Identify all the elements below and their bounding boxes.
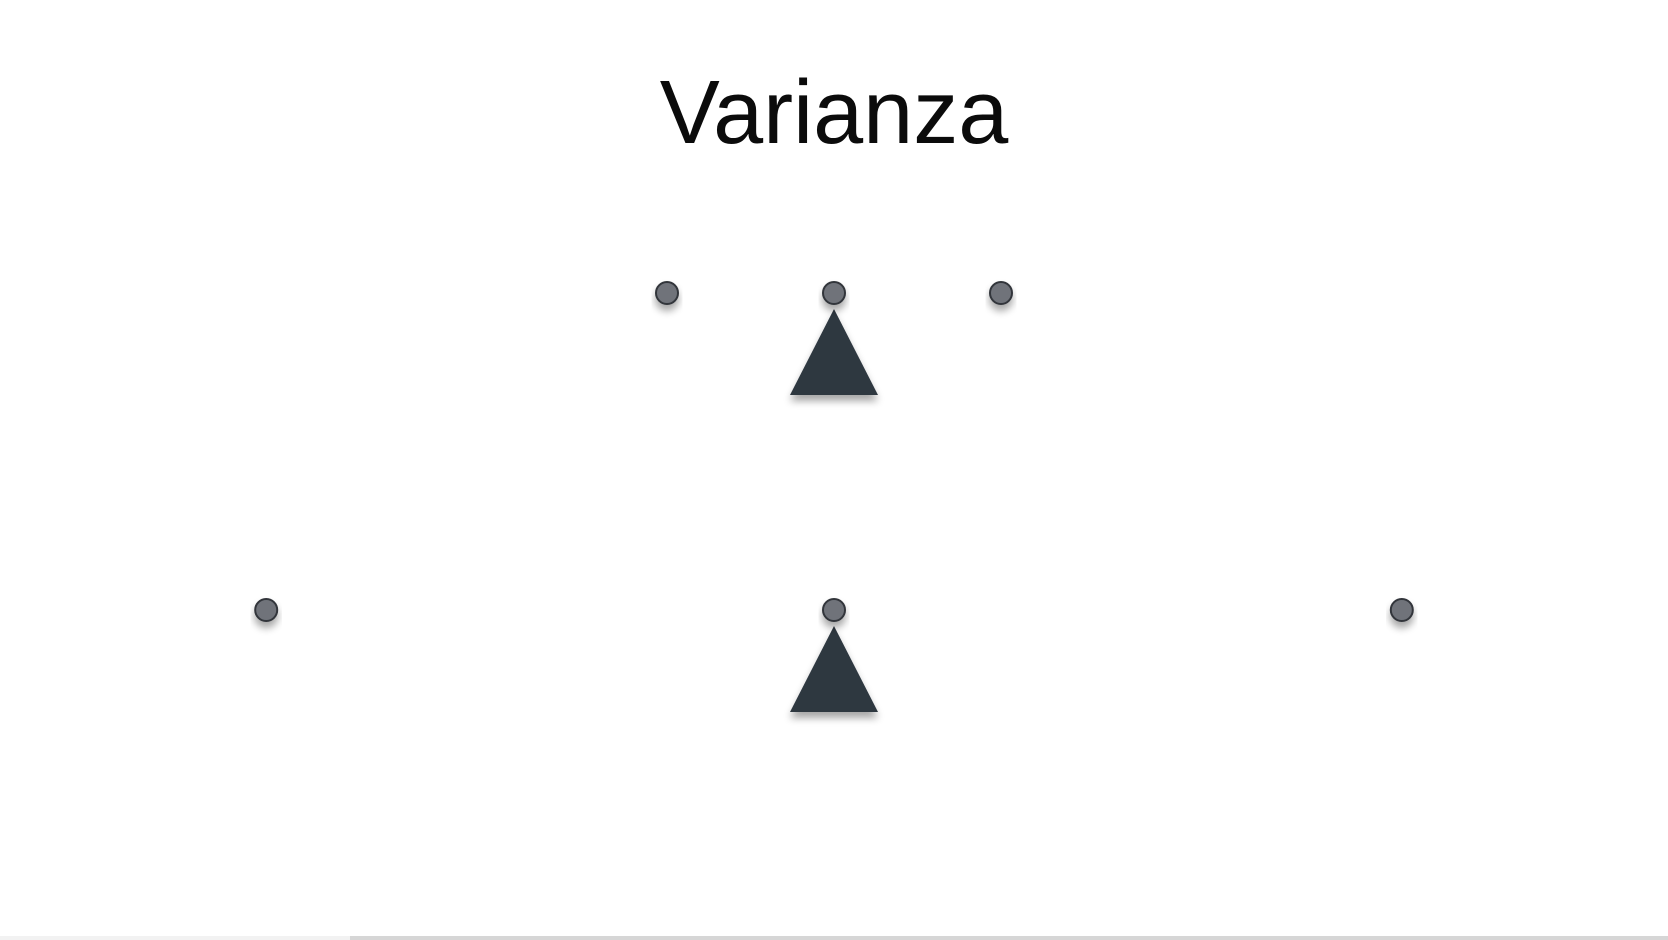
fulcrum-triangle: [790, 309, 878, 395]
progress-bar: [0, 936, 1668, 940]
progress-bar-fill: [0, 936, 351, 940]
fulcrum-triangle: [790, 626, 878, 712]
ball-1: [655, 281, 679, 305]
seesaw-high-variance: [240, 598, 1428, 712]
ball-3: [1389, 598, 1414, 622]
ball-2: [822, 598, 846, 622]
ball-2: [822, 281, 846, 305]
ball-1: [254, 598, 279, 622]
seesaw-low-variance: [641, 281, 1027, 395]
slide-title: Varianza: [659, 63, 1009, 163]
ball-3: [989, 281, 1013, 305]
